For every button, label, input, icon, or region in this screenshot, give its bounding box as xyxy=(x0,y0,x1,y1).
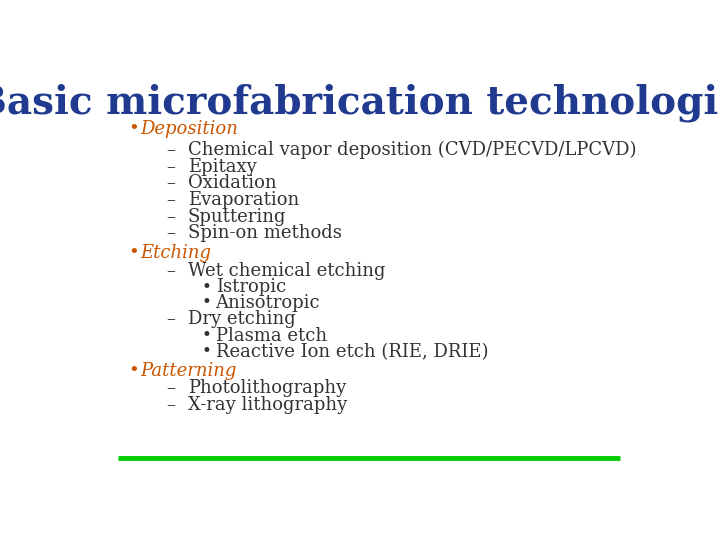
Text: –: – xyxy=(166,396,176,414)
Text: Istropic: Istropic xyxy=(215,278,286,296)
Text: Wet chemical etching: Wet chemical etching xyxy=(188,261,385,280)
Text: –: – xyxy=(166,174,176,192)
Text: Spin-on methods: Spin-on methods xyxy=(188,224,341,242)
Text: •: • xyxy=(202,294,212,311)
Text: –: – xyxy=(166,141,176,159)
Text: Etching: Etching xyxy=(140,244,211,262)
Text: –: – xyxy=(166,207,176,226)
Text: •: • xyxy=(202,327,212,345)
Text: Photolithography: Photolithography xyxy=(188,379,346,397)
Text: Patterning: Patterning xyxy=(140,362,237,380)
Text: –: – xyxy=(166,310,176,328)
Text: –: – xyxy=(166,191,176,209)
Text: •: • xyxy=(128,244,139,262)
Text: –: – xyxy=(166,261,176,280)
Text: Basic microfabrication technologies: Basic microfabrication technologies xyxy=(0,84,720,122)
Text: Plasma etch: Plasma etch xyxy=(215,327,327,345)
Text: Evaporation: Evaporation xyxy=(188,191,299,209)
Text: •: • xyxy=(202,343,212,360)
Text: X-ray lithography: X-ray lithography xyxy=(188,396,347,414)
Text: –: – xyxy=(166,224,176,242)
Text: Reactive Ion etch (RIE, DRIE): Reactive Ion etch (RIE, DRIE) xyxy=(215,343,488,361)
Text: Sputtering: Sputtering xyxy=(188,207,286,226)
Text: –: – xyxy=(166,379,176,397)
Text: Epitaxy: Epitaxy xyxy=(188,158,256,176)
Text: Oxidation: Oxidation xyxy=(188,174,276,192)
Text: Deposition: Deposition xyxy=(140,120,238,138)
Text: –: – xyxy=(166,158,176,176)
Text: Anisotropic: Anisotropic xyxy=(215,294,320,312)
Text: Chemical vapor deposition (CVD/PECVD/LPCVD): Chemical vapor deposition (CVD/PECVD/LPC… xyxy=(188,141,636,159)
Text: •: • xyxy=(202,279,212,296)
Text: •: • xyxy=(128,120,139,138)
Text: Dry etching: Dry etching xyxy=(188,310,295,328)
Text: •: • xyxy=(128,362,139,380)
